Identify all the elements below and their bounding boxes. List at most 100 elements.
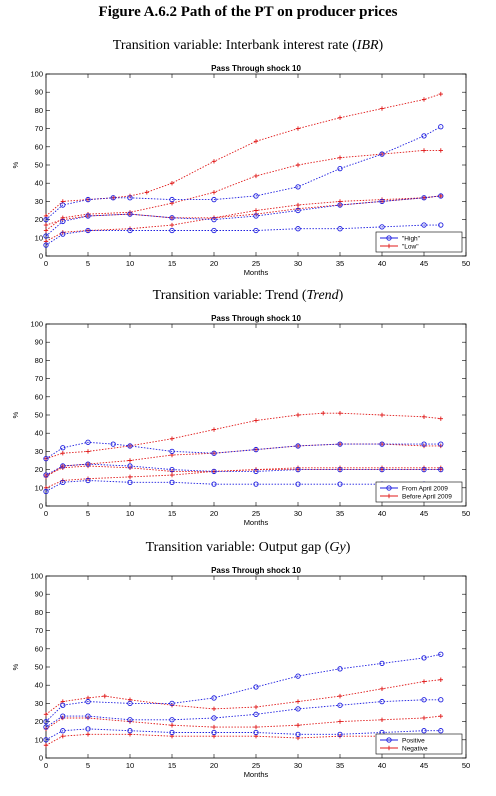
x-tick-label: 50 [462,509,470,518]
data-point [295,706,301,712]
x-tick-label: 30 [294,509,302,518]
data-point [43,456,49,462]
data-point [295,673,301,679]
y-tick-label: 60 [35,644,43,653]
data-point [295,731,301,737]
data-point [211,715,217,721]
data-point [421,441,427,447]
x-tick-label: 40 [378,761,386,770]
data-point [169,723,175,728]
data-point [438,91,443,97]
data-point [337,666,343,672]
data-point [169,729,175,736]
data-point [379,717,385,722]
x-tick-label: 45 [420,259,428,268]
data-point [295,126,301,131]
data-point [60,451,65,456]
series [43,441,443,480]
data-point [438,466,444,473]
y-tick-label: 50 [35,411,43,420]
data-point [337,155,343,160]
data-point [421,195,427,201]
y-axis-label: % [11,411,20,418]
x-tick-label: 20 [210,259,218,268]
series-line [45,195,441,237]
data-point [421,133,427,139]
data-point [337,719,343,724]
data-point [85,732,91,737]
heading-variable: Gy [329,540,346,555]
data-point [379,224,385,230]
data-point [60,218,66,225]
data-point [43,718,49,725]
data-point [337,481,343,487]
data-point [43,488,49,495]
data-point [85,449,91,454]
data-point [421,697,427,703]
data-point [337,702,343,708]
panel-ibr: Transition variable: Interbank interest … [0,38,496,290]
x-tick-label: 10 [126,259,134,268]
series-line [45,715,441,730]
data-point [169,215,175,221]
data-point [60,463,66,469]
series-line [45,149,441,231]
data-point [253,729,259,736]
data-point [127,195,133,201]
data-point [295,226,301,232]
data-point [43,228,49,233]
data-point [379,412,385,418]
y-tick-label: 40 [35,429,43,438]
data-point [379,106,385,111]
data-point [211,729,217,736]
y-tick-label: 0 [39,502,43,511]
y-tick-label: 70 [35,626,43,635]
y-tick-label: 20 [35,465,43,474]
data-point [60,713,66,719]
data-point [110,195,116,201]
data-point [110,441,116,447]
y-tick-label: 0 [39,252,43,261]
x-tick-label: 20 [210,761,218,770]
data-point [43,242,49,248]
data-point [60,231,66,237]
data-point [438,148,443,153]
x-tick-label: 50 [462,761,470,770]
data-point [253,193,259,199]
data-point [438,222,444,228]
data-point [295,481,301,487]
panel-trend: Transition variable: Trend (Trend) Pass … [0,288,496,540]
y-tick-label: 10 [35,233,43,242]
data-point [43,222,49,228]
data-point [43,472,49,478]
legend-label: Positive [402,738,425,745]
data-point [211,468,217,475]
data-point [421,655,427,661]
data-point [211,427,217,432]
legend-label: From April 2009 [402,486,448,493]
data-point [169,448,175,455]
series-line [45,126,442,220]
x-tick-label: 5 [86,509,90,518]
heading-suffix: ) [378,38,384,53]
heading-suffix: ) [345,540,351,555]
data-point [253,704,259,710]
data-point [421,715,427,721]
data-point [337,115,343,120]
x-tick-label: 25 [252,761,260,770]
x-tick-label: 15 [168,509,176,518]
data-point [211,695,217,701]
data-point [321,410,326,416]
data-point [438,728,444,734]
data-point [337,441,343,447]
series [43,222,444,248]
x-tick-label: 25 [252,509,260,518]
heading-prefix: Transition variable: Interbank interest … [112,38,357,53]
data-point [253,724,259,730]
series [43,697,444,730]
data-point [253,227,259,234]
data-point [421,222,427,228]
y-tick-label: 50 [35,161,43,170]
data-point [169,227,175,234]
